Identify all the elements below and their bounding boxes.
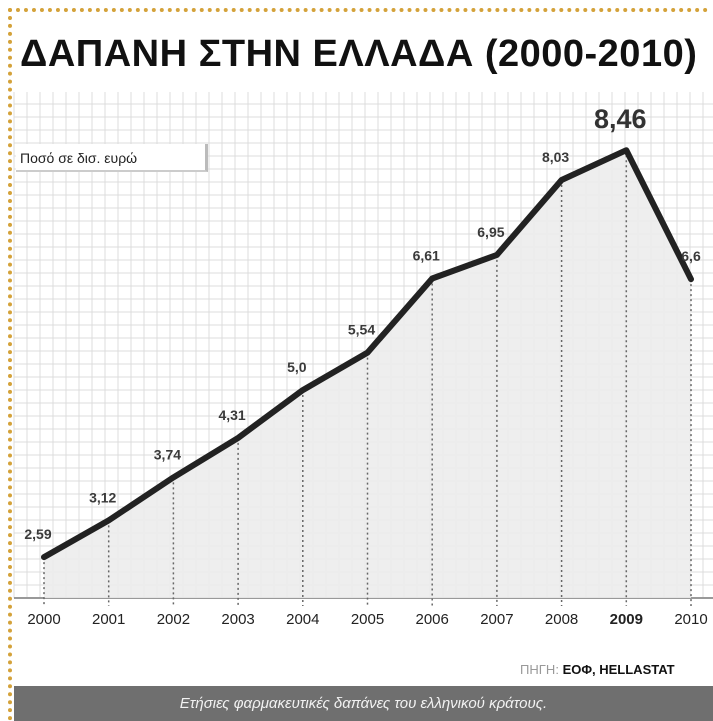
data-label: 3,74 [154, 446, 181, 462]
dotted-border-top [8, 8, 708, 12]
x-tick-label: 2005 [351, 611, 384, 628]
data-labels: 2,59 3,12 3,74 4,31 5,0 5,54 6,61 6,95 8,03 8,46 6… [24, 104, 701, 542]
x-axis-ticks: 2000 2001 2002 2003 2004 2005 2006 2007 2008 2009… [27, 611, 707, 628]
data-label: 6,61 [413, 247, 440, 263]
series-line-layer [41, 147, 694, 561]
data-label: 3,12 [89, 489, 116, 505]
data-label: 4,31 [218, 407, 245, 423]
drop-lines [43, 150, 692, 606]
data-label: 5,54 [348, 322, 375, 338]
source-name: ΕΟΦ, HELLASTAT [562, 662, 675, 677]
x-tick-label: 2000 [27, 611, 60, 628]
x-tick-label: 2003 [221, 611, 254, 628]
caption-bar: Ετήσιες φαρμακευτικές δαπάνες του ελληνι… [14, 686, 713, 721]
x-tick-label: 2009 [610, 611, 643, 628]
x-tick-label: 2002 [157, 611, 190, 628]
x-tick-label: 2004 [286, 611, 319, 628]
data-label: 5,0 [287, 359, 307, 375]
x-tick-label: 2007 [480, 611, 513, 628]
dotted-border-left [8, 8, 12, 721]
data-label: 8,03 [542, 149, 569, 165]
y-axis-unit-label: Ποσό σε δισ. ευρώ [16, 144, 208, 172]
data-label: 8,46 [594, 104, 647, 134]
data-label: 2,59 [24, 526, 51, 542]
data-label: 6,95 [477, 224, 504, 240]
x-tick-label: 2001 [92, 611, 125, 628]
x-tick-label: 2010 [674, 611, 707, 628]
chart-title: ΔΑΠΑΝΗ ΣΤΗΝ ΕΛΛΑΔΑ (2000-2010) [20, 33, 698, 75]
x-tick-label: 2008 [545, 611, 578, 628]
x-tick-label: 2006 [416, 611, 449, 628]
source-prefix: ΠΗΓΗ: [520, 662, 559, 677]
source-note: ΠΗΓΗ: ΕΟΦ, HELLASTAT [520, 658, 713, 682]
series-line [41, 147, 694, 561]
data-label: 6,6 [681, 248, 701, 264]
caption-text: Ετήσιες φαρμακευτικές δαπάνες του ελληνι… [179, 695, 548, 712]
